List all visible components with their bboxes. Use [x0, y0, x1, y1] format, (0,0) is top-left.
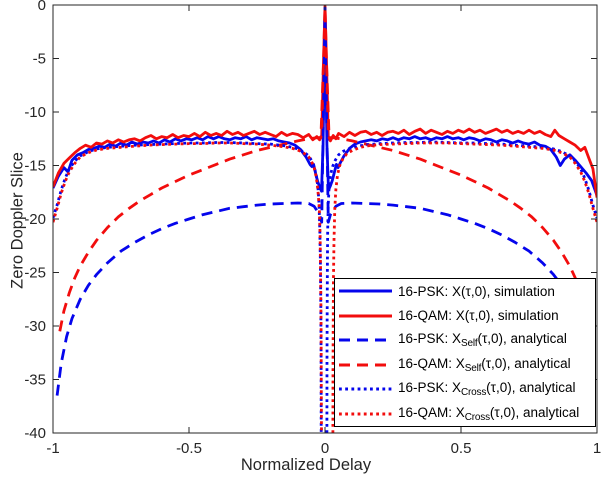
- x-axis-tick-label: -1: [46, 440, 59, 457]
- legend-label-cross-qam: 16-QAM: XCross(τ,0), analytical: [398, 404, 580, 423]
- legend-label-self-psk: 16-PSK: XSelf(τ,0), analytical: [398, 331, 567, 350]
- x-axis-tick-label: 0.5: [451, 440, 472, 457]
- y-axis-tick-label: -20: [24, 211, 46, 228]
- y-axis-tick-label: -5: [33, 51, 46, 68]
- y-axis-tick-label: -30: [24, 318, 46, 335]
- legend-label-sim-qam: 16-QAM: X(τ,0), simulation: [398, 308, 559, 324]
- legend-label-cross-psk: 16-PSK: XCross(τ,0), analytical: [398, 380, 576, 399]
- legend-row-sim-psk: 16-PSK: X(τ,0), simulation: [335, 279, 595, 303]
- legend-row-cross-qam: 16-QAM: XCross(τ,0), analytical: [335, 402, 595, 426]
- y-axis-tick-label: -10: [24, 104, 46, 121]
- series-self-qam-line: [58, 5, 592, 332]
- y-axis-tick-label: -40: [24, 425, 46, 442]
- y-axis-tick-label: -25: [24, 265, 46, 282]
- legend-row-cross-psk: 16-PSK: XCross(τ,0), analytical: [335, 377, 595, 401]
- legend-line-sample-cross-psk: [338, 380, 393, 398]
- legend-line-sample-self-qam: [338, 356, 393, 374]
- series-cross-psk-line-1: [325, 140, 597, 433]
- y-axis-tick-label: -35: [24, 372, 46, 389]
- legend-row-self-qam: 16-QAM: XSelf(τ,0), analytical: [335, 353, 595, 377]
- y-axis-tick-label: -15: [24, 158, 46, 175]
- series-cross-psk-line-0: [53, 141, 323, 433]
- series-cross-qam-line-0: [53, 141, 323, 433]
- legend-line-sample-self-psk: [338, 331, 393, 349]
- legend: 16-PSK: X(τ,0), simulation 16-QAM: X(τ,0)…: [334, 278, 596, 427]
- x-axis-tick-label: 1: [593, 440, 601, 457]
- x-axis-title: Normalized Delay: [240, 456, 372, 474]
- series-cross-qam-line-1: [331, 141, 597, 433]
- legend-line-sample-sim-qam: [338, 307, 393, 325]
- legend-label-self-qam: 16-QAM: XSelf(τ,0), analytical: [398, 355, 571, 374]
- y-axis-tick-label: 0: [38, 0, 46, 14]
- x-axis-tick-label: 0: [321, 440, 329, 457]
- y-axis-title: Zero Doppler Slice: [8, 152, 27, 289]
- legend-row-sim-qam: 16-QAM: X(τ,0), simulation: [335, 304, 595, 328]
- x-axis-tick-label: -0.5: [176, 440, 202, 457]
- legend-line-sample-cross-qam: [338, 405, 393, 423]
- legend-row-self-psk: 16-PSK: XSelf(τ,0), analytical: [335, 328, 595, 352]
- legend-line-sample-sim-psk: [338, 282, 393, 300]
- legend-label-sim-psk: 16-PSK: X(τ,0), simulation: [398, 283, 555, 299]
